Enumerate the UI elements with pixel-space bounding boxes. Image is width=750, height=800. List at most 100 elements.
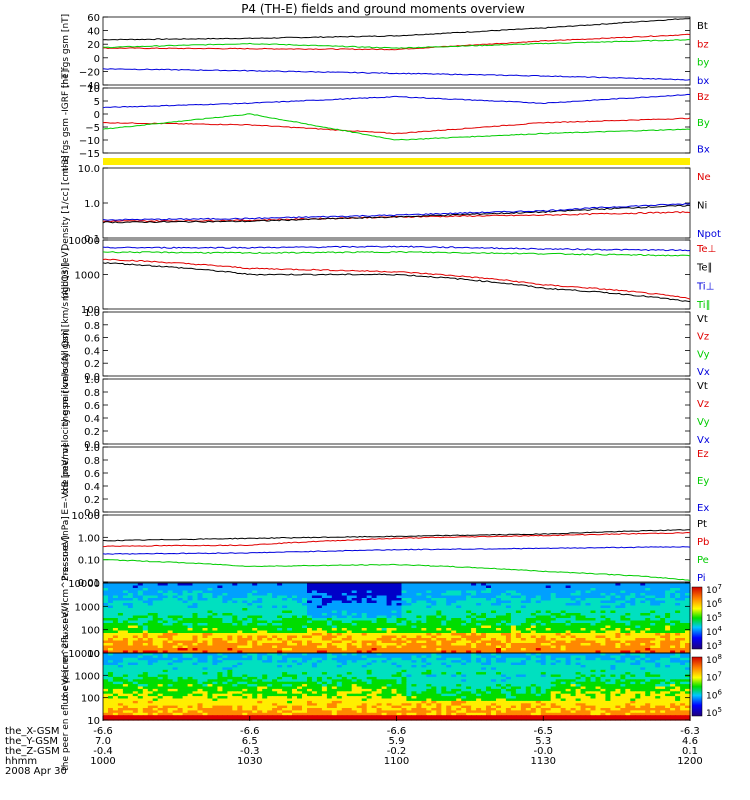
heat-cell [346, 618, 353, 622]
heat-cell [152, 660, 159, 664]
heat-cell [257, 640, 263, 644]
heat-cell [655, 593, 661, 597]
heat-cell [172, 623, 179, 627]
heat-cell [520, 608, 527, 612]
heat-cell [237, 610, 243, 614]
heat-cell [227, 588, 233, 592]
heat-cell [446, 640, 452, 644]
heat-cell [227, 681, 233, 685]
heat-cell [326, 645, 333, 649]
heat-cell [287, 618, 293, 622]
heat-cell [580, 643, 587, 647]
heat-cell [361, 618, 368, 622]
heat-cell [272, 650, 278, 654]
heat-cell [491, 640, 497, 644]
heat-cell [456, 676, 462, 680]
heat-cell [127, 638, 134, 642]
heat-cell [431, 633, 437, 637]
heat-cell [172, 665, 179, 668]
heat-cell [152, 633, 159, 637]
heat-cell [207, 600, 214, 604]
heat-cell [108, 640, 114, 644]
heat-cell [645, 583, 651, 587]
heat-cell [585, 676, 592, 680]
heat-cell [505, 635, 512, 639]
heat-cell [371, 598, 378, 602]
heat-cell [545, 645, 552, 649]
heat-cell [600, 618, 607, 622]
heat-cell [640, 585, 646, 589]
heat-cell [535, 643, 542, 647]
heat-cell [187, 633, 194, 637]
heat-cell [302, 613, 308, 617]
heat-cell [262, 679, 268, 683]
heat-cell [108, 635, 114, 639]
heat-cell [436, 650, 442, 654]
heat-cell [142, 648, 149, 652]
heat-cell [650, 635, 656, 639]
heat-cell [510, 600, 517, 604]
heat-cell [282, 665, 288, 668]
heat-cell [416, 676, 422, 680]
heat-cell [222, 679, 228, 683]
heat-cell [466, 640, 472, 644]
heat-cell [341, 613, 348, 617]
heat-cell [197, 638, 204, 642]
heat-cell [461, 598, 467, 602]
legend-Vy: Vy [697, 417, 710, 428]
heat-cell [501, 630, 507, 634]
heat-cell [515, 618, 522, 622]
heat-cell [361, 603, 368, 607]
heat-cell [675, 655, 681, 659]
heat-cell [451, 638, 457, 642]
heat-cell [287, 672, 293, 676]
y-tick-label: 1000 [75, 271, 100, 282]
heat-cell [152, 613, 159, 617]
heat-cell [361, 672, 368, 676]
heat-cell [471, 623, 477, 627]
heat-cell [247, 620, 253, 624]
heat-cell [147, 605, 154, 609]
heat-cell [167, 655, 174, 659]
heat-cell [252, 583, 258, 587]
heat-cell [540, 657, 547, 661]
heat-cell [625, 674, 631, 678]
heat-cell [282, 640, 288, 644]
heat-cell [660, 653, 666, 656]
heat-cell [555, 598, 562, 602]
heat-cell [157, 630, 164, 634]
heat-cell [426, 643, 432, 647]
heat-cell [122, 623, 129, 627]
heat-cell [307, 618, 313, 622]
heat-cell [167, 605, 174, 609]
heat-cell [132, 653, 139, 656]
heat-cell [510, 623, 517, 627]
heat-cell [615, 600, 621, 604]
heat-cell [326, 674, 333, 678]
heat-cell [391, 630, 398, 634]
heat-cell [321, 613, 328, 617]
heat-cell [282, 603, 288, 607]
heat-cell [535, 615, 542, 619]
heat-cell [441, 674, 447, 678]
heat-cell [570, 679, 577, 683]
heat-cell [585, 630, 592, 634]
heat-cell [575, 598, 582, 602]
heat-cell [446, 674, 452, 678]
heat-cell [640, 603, 646, 607]
heat-cell [127, 598, 134, 602]
heat-cell [426, 633, 432, 637]
heat-cell [391, 625, 398, 629]
heat-cell [282, 676, 288, 680]
heat-cell [376, 662, 383, 666]
heat-cell [202, 583, 209, 587]
heat-cell [675, 669, 681, 673]
heat-cell [565, 676, 572, 680]
heat-cell [242, 643, 248, 647]
heat-cell [461, 590, 467, 594]
heat-cell [391, 645, 398, 649]
heat-cell [162, 600, 169, 604]
heat-cell [630, 588, 636, 592]
heat-cell [351, 598, 358, 602]
heat-cell [655, 595, 661, 599]
